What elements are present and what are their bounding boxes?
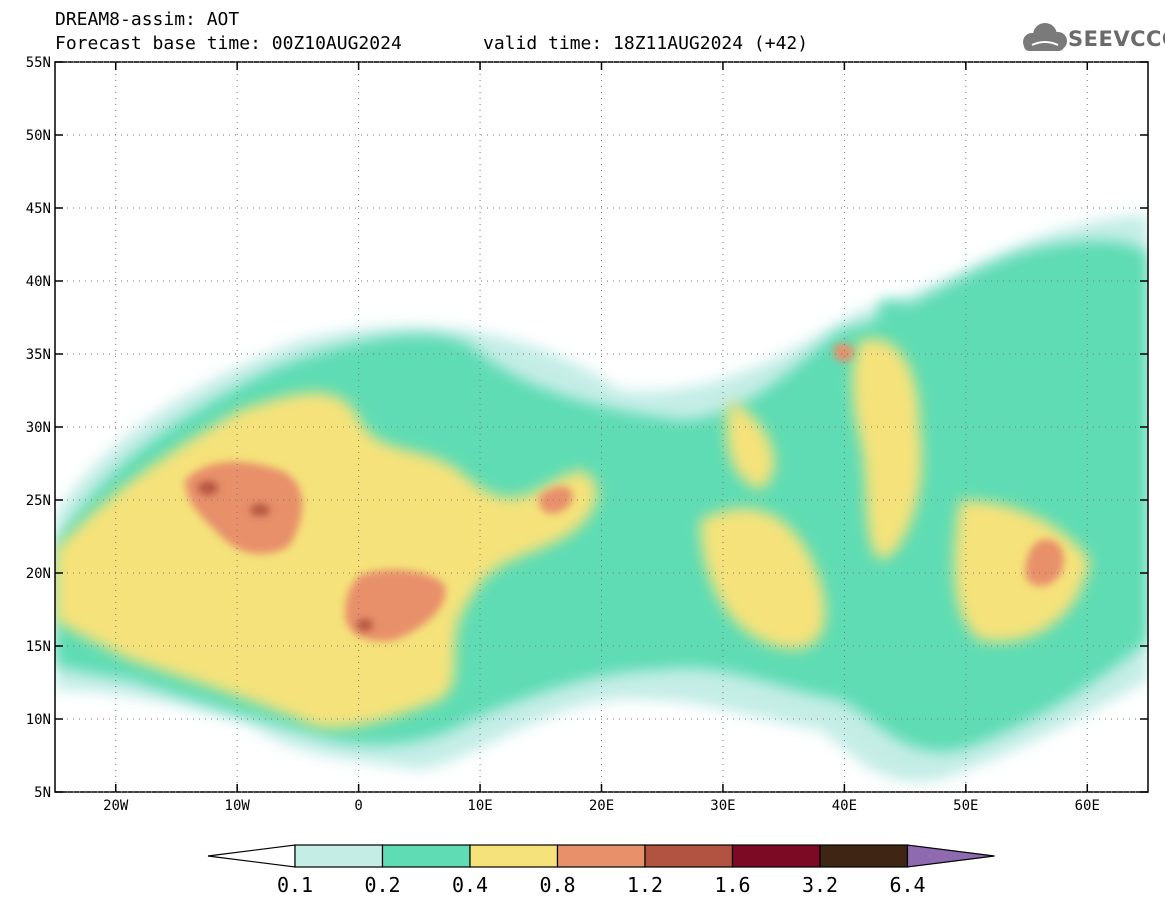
lat-tick-label: 40N <box>26 274 51 290</box>
aot-band-0.8 <box>185 343 1064 642</box>
colorbar-segment <box>556 844 646 868</box>
cloud-logo-icon <box>1023 23 1067 51</box>
logo-text: SEEVCCC <box>1068 27 1165 51</box>
colorbar-segment <box>731 844 821 868</box>
colorbar-label: 3.2 <box>802 873 838 897</box>
colorbar-label: 0.2 <box>364 873 400 897</box>
lat-tick-label: 25N <box>26 493 51 509</box>
aot-field <box>55 215 1148 782</box>
model-title: DREAM8-assim: AOT <box>55 9 240 30</box>
lon-tick-label: 50E <box>953 798 978 814</box>
colorbar-segment <box>644 844 734 868</box>
lat-tick-label: 30N <box>26 420 51 436</box>
lon-tick-label: 60E <box>1075 798 1100 814</box>
colorbar-segment <box>469 844 559 868</box>
axis-tick-labels: 20W 10W 0 10E 20E 30E 40E 50E 60E 55N 50N 45N 40N 35N… <box>26 55 1100 814</box>
lat-tick-label: 5N <box>34 785 51 801</box>
colorbar-label: 1.6 <box>714 873 750 897</box>
lat-tick-label: 50N <box>26 128 51 144</box>
valid-time: valid time: 18Z11AUG2024 (+42) <box>483 33 809 54</box>
lon-tick-label: 20E <box>589 798 614 814</box>
lat-tick-label: 45N <box>26 201 51 217</box>
colorbar-label: 6.4 <box>889 873 925 897</box>
lon-tick-label: 10W <box>225 798 251 814</box>
lat-tick-label: 15N <box>26 639 51 655</box>
lon-tick-label: 0 <box>354 798 362 814</box>
colorbar-over-triangle <box>906 844 995 868</box>
lat-tick-label: 55N <box>26 55 51 71</box>
colorbar-label: 0.1 <box>277 873 313 897</box>
lat-tick-label: 20N <box>26 566 51 582</box>
colorbar-label: 1.2 <box>627 873 663 897</box>
colorbar-segment <box>381 844 471 868</box>
colorbar-under-triangle <box>207 844 296 868</box>
lon-tick-label: 10E <box>467 798 492 814</box>
colorbar <box>207 844 995 868</box>
colorbar-segment <box>819 844 909 868</box>
aot-band-1.2 <box>198 481 373 631</box>
colorbar-labels: 0.1 0.2 0.4 0.8 1.2 1.6 3.2 6.4 <box>277 873 926 897</box>
forecast-base-time: Forecast base time: 00Z10AUG2024 <box>55 33 402 54</box>
colorbar-label: 0.4 <box>452 873 488 897</box>
axis-ticks <box>55 61 1148 793</box>
lon-tick-label: 30E <box>710 798 735 814</box>
lat-tick-label: 10N <box>26 712 51 728</box>
lon-tick-label: 40E <box>832 798 857 814</box>
colorbar-segment <box>294 844 384 868</box>
colorbar-label: 0.8 <box>539 873 575 897</box>
lon-tick-label: 20W <box>103 798 129 814</box>
lat-tick-label: 35N <box>26 347 51 363</box>
